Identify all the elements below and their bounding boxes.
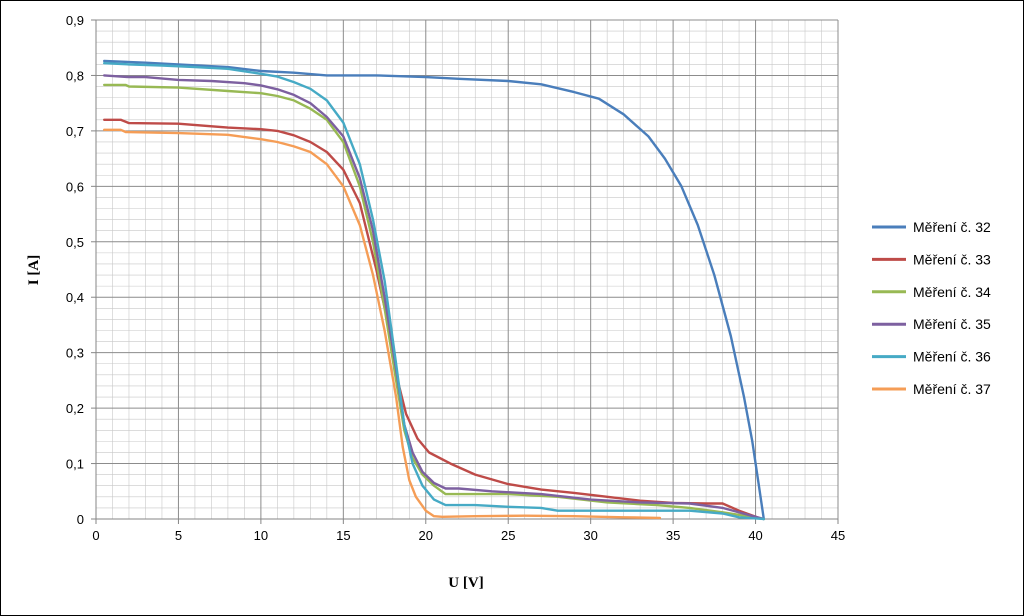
y-tick-label: 0,6 [66,179,84,194]
series-line-6 [103,128,662,520]
x-tick-label: 20 [419,528,433,543]
series-line-2 [103,118,761,520]
x-tick-label: 35 [666,528,680,543]
legend-label: Měření č. 37 [913,381,991,397]
axes: 0 5 10 15 20 25 30 35 40 45 0 0,1 0,2 0,3 0,4 0,5 0,6 0,7… [66,13,845,543]
x-tick-label: 25 [501,528,515,543]
y-tick-label: 0,4 [66,290,84,305]
y-tick-label: 0,5 [66,235,84,250]
series-line-4 [103,74,765,521]
series-line-5 [103,62,765,521]
legend-label: Měření č. 36 [913,349,991,365]
y-tick-label: 0 [77,512,84,527]
x-tick-label: 45 [831,528,845,543]
series-lines [103,59,765,521]
y-tick-label: 0,2 [66,401,84,416]
y-tick-label: 0,3 [66,346,84,361]
x-tick-label: 0 [92,528,99,543]
y-axis-label: I [A] [26,255,42,285]
series-line-3 [103,83,765,521]
x-tick-label: 15 [336,528,350,543]
legend: Měření č. 32 Měření č. 33 Měření č. 34 Měře… [872,219,991,397]
y-tick-label: 0,8 [66,68,84,83]
x-tick-label: 5 [175,528,182,543]
legend-label: Měření č. 32 [913,219,991,235]
x-axis-label: U [V] [448,575,483,591]
grid [96,19,839,519]
legend-label: Měření č. 34 [913,284,991,300]
series-line-1 [103,59,765,521]
legend-label: Měření č. 35 [913,316,991,332]
y-tick-label: 0,9 [66,13,84,28]
y-tick-label: 0,1 [66,457,84,472]
x-tick-label: 30 [583,528,597,543]
legend-label: Měření č. 33 [913,251,991,267]
y-tick-label: 0,7 [66,124,84,139]
x-tick-label: 10 [254,528,268,543]
x-tick-label: 40 [748,528,762,543]
